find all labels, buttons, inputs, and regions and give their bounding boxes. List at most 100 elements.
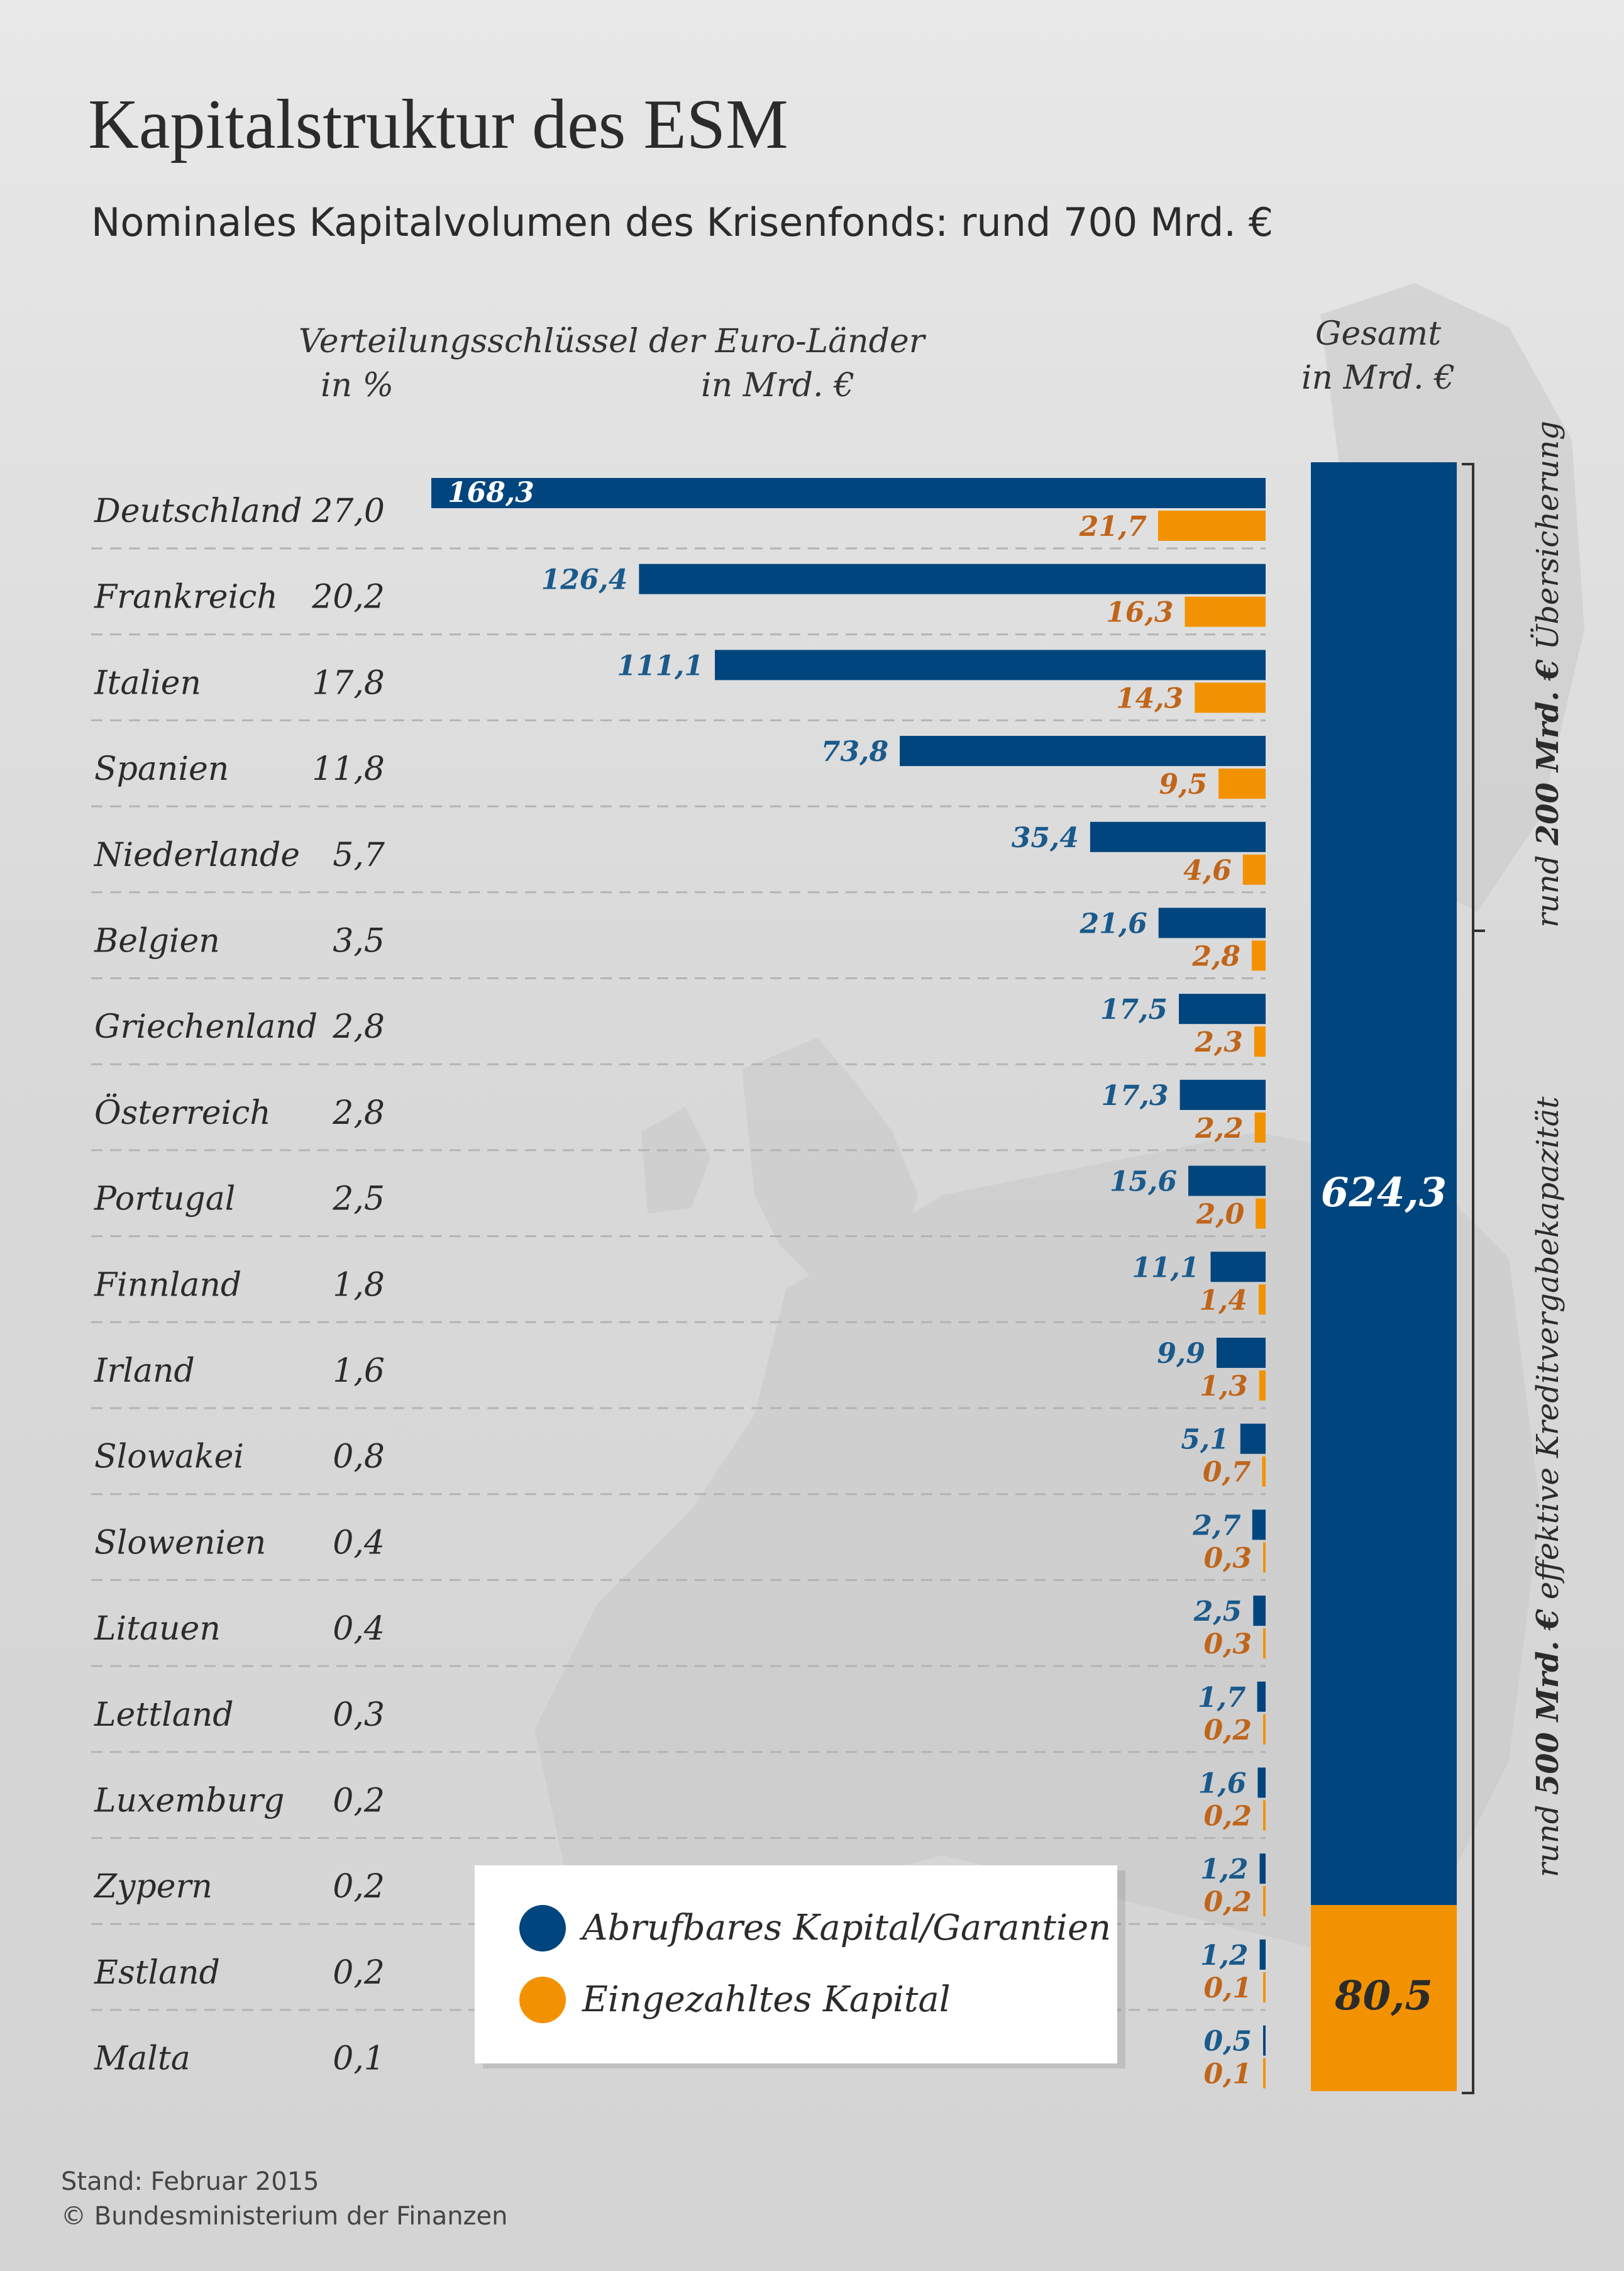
legend-box: [475, 1865, 1117, 2063]
total-paid-label: 80,5: [1334, 1972, 1433, 2019]
value-label-callable: 0,5: [1203, 2026, 1252, 2058]
value-label-callable: 9,9: [1157, 1338, 1205, 1370]
value-label-paid: 1,3: [1200, 1370, 1248, 1402]
header-mrd: in Mrd. €: [701, 367, 854, 404]
country-label: Österreich: [94, 1094, 271, 1132]
key-pct-value: 17,8: [312, 664, 385, 702]
value-label-callable: 21,6: [1080, 908, 1147, 940]
bar-paid: [1242, 854, 1266, 885]
key-pct-value: 2,5: [332, 1180, 385, 1218]
value-label-paid: 1,4: [1199, 1284, 1247, 1316]
value-label-callable: 168,3: [448, 477, 534, 509]
bar-callable: [715, 650, 1266, 680]
header-distribution: Verteilungsschlüssel der Euro-Länder: [299, 323, 927, 360]
value-label-callable: 1,2: [1200, 1940, 1249, 1972]
value-label-callable: 35,4: [1012, 822, 1079, 854]
key-pct-value: 0,1: [333, 2040, 385, 2078]
bar-callable: [1257, 1681, 1266, 1712]
value-label-callable: 126,4: [541, 564, 628, 596]
bar-paid: [1258, 1284, 1266, 1315]
bar-paid: [1263, 1542, 1266, 1573]
country-label: Slowenien: [94, 1524, 266, 1562]
key-pct-value: 0,2: [333, 1868, 385, 1906]
key-pct-value: 0,4: [333, 1524, 385, 1562]
bar-callable: [1179, 1079, 1266, 1110]
bar-callable: [900, 736, 1266, 767]
country-label: Finnland: [94, 1266, 241, 1304]
bar-paid: [1157, 511, 1266, 541]
bar-paid: [1185, 596, 1266, 627]
key-pct-value: 3,5: [333, 923, 385, 960]
value-label-paid: 14,3: [1116, 682, 1183, 714]
legend-label-paid: Eingezahltes Kapital: [582, 1979, 951, 2020]
total-paid-segment: [1311, 1905, 1457, 2091]
value-label-paid: 0,2: [1203, 1801, 1252, 1833]
bracket: [1462, 463, 1485, 2094]
bar-paid: [1254, 1026, 1266, 1057]
value-label-paid: 16,3: [1106, 597, 1173, 629]
value-label-paid: 0,7: [1203, 1457, 1251, 1489]
country-label: Malta: [94, 2040, 191, 2078]
value-label-paid: 0,3: [1203, 1628, 1252, 1660]
key-pct-value: 2,8: [332, 1008, 385, 1046]
country-label: Italien: [94, 664, 201, 702]
value-label-callable: 1,7: [1198, 1682, 1246, 1714]
total-callable-label: 624,3: [1321, 1169, 1447, 1216]
value-label-callable: 1,6: [1198, 1768, 1247, 1800]
country-label: Belgien: [94, 923, 220, 960]
key-pct-value: 5,7: [333, 836, 385, 874]
legend-label-callable: Abrufbares Kapital/Garantien: [579, 1907, 1111, 1948]
value-label-paid: 2,0: [1196, 1199, 1245, 1231]
value-label-paid: 21,7: [1079, 511, 1147, 543]
side-bottom-suffix: effektive Kreditvergabekapazität: [1530, 1096, 1566, 1609]
bar-paid: [1263, 1714, 1266, 1745]
side-top-bold: 200 Mrd. €: [1530, 659, 1566, 846]
country-label: Spanien: [94, 750, 229, 788]
side-bottom-bold: 500 Mrd. €: [1530, 1609, 1566, 1795]
value-label-paid: 2,2: [1195, 1113, 1244, 1145]
key-pct-value: 1,6: [333, 1352, 385, 1390]
country-bars: 168,3 21,7 126,4 16,3 111,1 14,3 73,8 9,5 35,4 4,…: [431, 477, 1266, 2091]
value-label-paid: 0,2: [1203, 1714, 1252, 1746]
country-label: Deutschland: [94, 492, 302, 530]
header-total-1: Gesamt: [1315, 315, 1441, 353]
key-pct-value: 0,4: [333, 1610, 385, 1648]
value-label-paid: 4,6: [1183, 855, 1232, 887]
legend-swatch-paid: [519, 1977, 566, 2023]
bar-callable: [431, 478, 1266, 508]
header-total-2: in Mrd. €: [1301, 359, 1455, 397]
value-label-paid: 2,8: [1191, 941, 1240, 973]
bar-paid: [1263, 1886, 1266, 1917]
bar-callable: [1158, 908, 1266, 938]
value-label-callable: 17,3: [1101, 1080, 1168, 1112]
side-top-prefix: rund: [1530, 845, 1566, 928]
side-label-lending-capacity: rund 500 Mrd. € effektive Kreditvergabek…: [1530, 1096, 1566, 1877]
value-label-callable: 111,1: [617, 650, 704, 682]
value-label-paid: 0,1: [1203, 2058, 1252, 2091]
country-label: Frankreich: [94, 579, 278, 616]
bar-callable: [1188, 1165, 1266, 1196]
total-bar: 624,3 80,5: [1311, 462, 1457, 2091]
key-pct-value: 27,0: [311, 492, 385, 530]
key-pct-value: 2,8: [332, 1094, 385, 1132]
bar-paid: [1251, 940, 1266, 971]
value-label-paid: 9,5: [1159, 769, 1208, 801]
footer-date: Stand: Februar 2015: [61, 2167, 319, 2196]
value-label-paid: 2,3: [1194, 1026, 1243, 1058]
key-pct-value: 0,8: [333, 1438, 385, 1476]
key-pct-value: 11,8: [312, 750, 385, 788]
value-label-callable: 5,1: [1181, 1424, 1229, 1456]
bar-paid: [1195, 682, 1266, 713]
bar-callable: [1259, 1939, 1266, 1970]
bar-callable: [1216, 1338, 1266, 1368]
bar-callable: [1240, 1423, 1266, 1454]
value-label-paid: 0,3: [1203, 1542, 1252, 1574]
value-label-callable: 11,1: [1132, 1252, 1199, 1284]
country-label: Griechenland: [94, 1008, 318, 1046]
legend-swatch-callable: [519, 1905, 566, 1952]
value-label-callable: 1,2: [1200, 1853, 1249, 1885]
country-label: Slowakei: [94, 1438, 244, 1476]
bar-callable: [1257, 1767, 1266, 1798]
bar-callable: [1210, 1252, 1266, 1282]
